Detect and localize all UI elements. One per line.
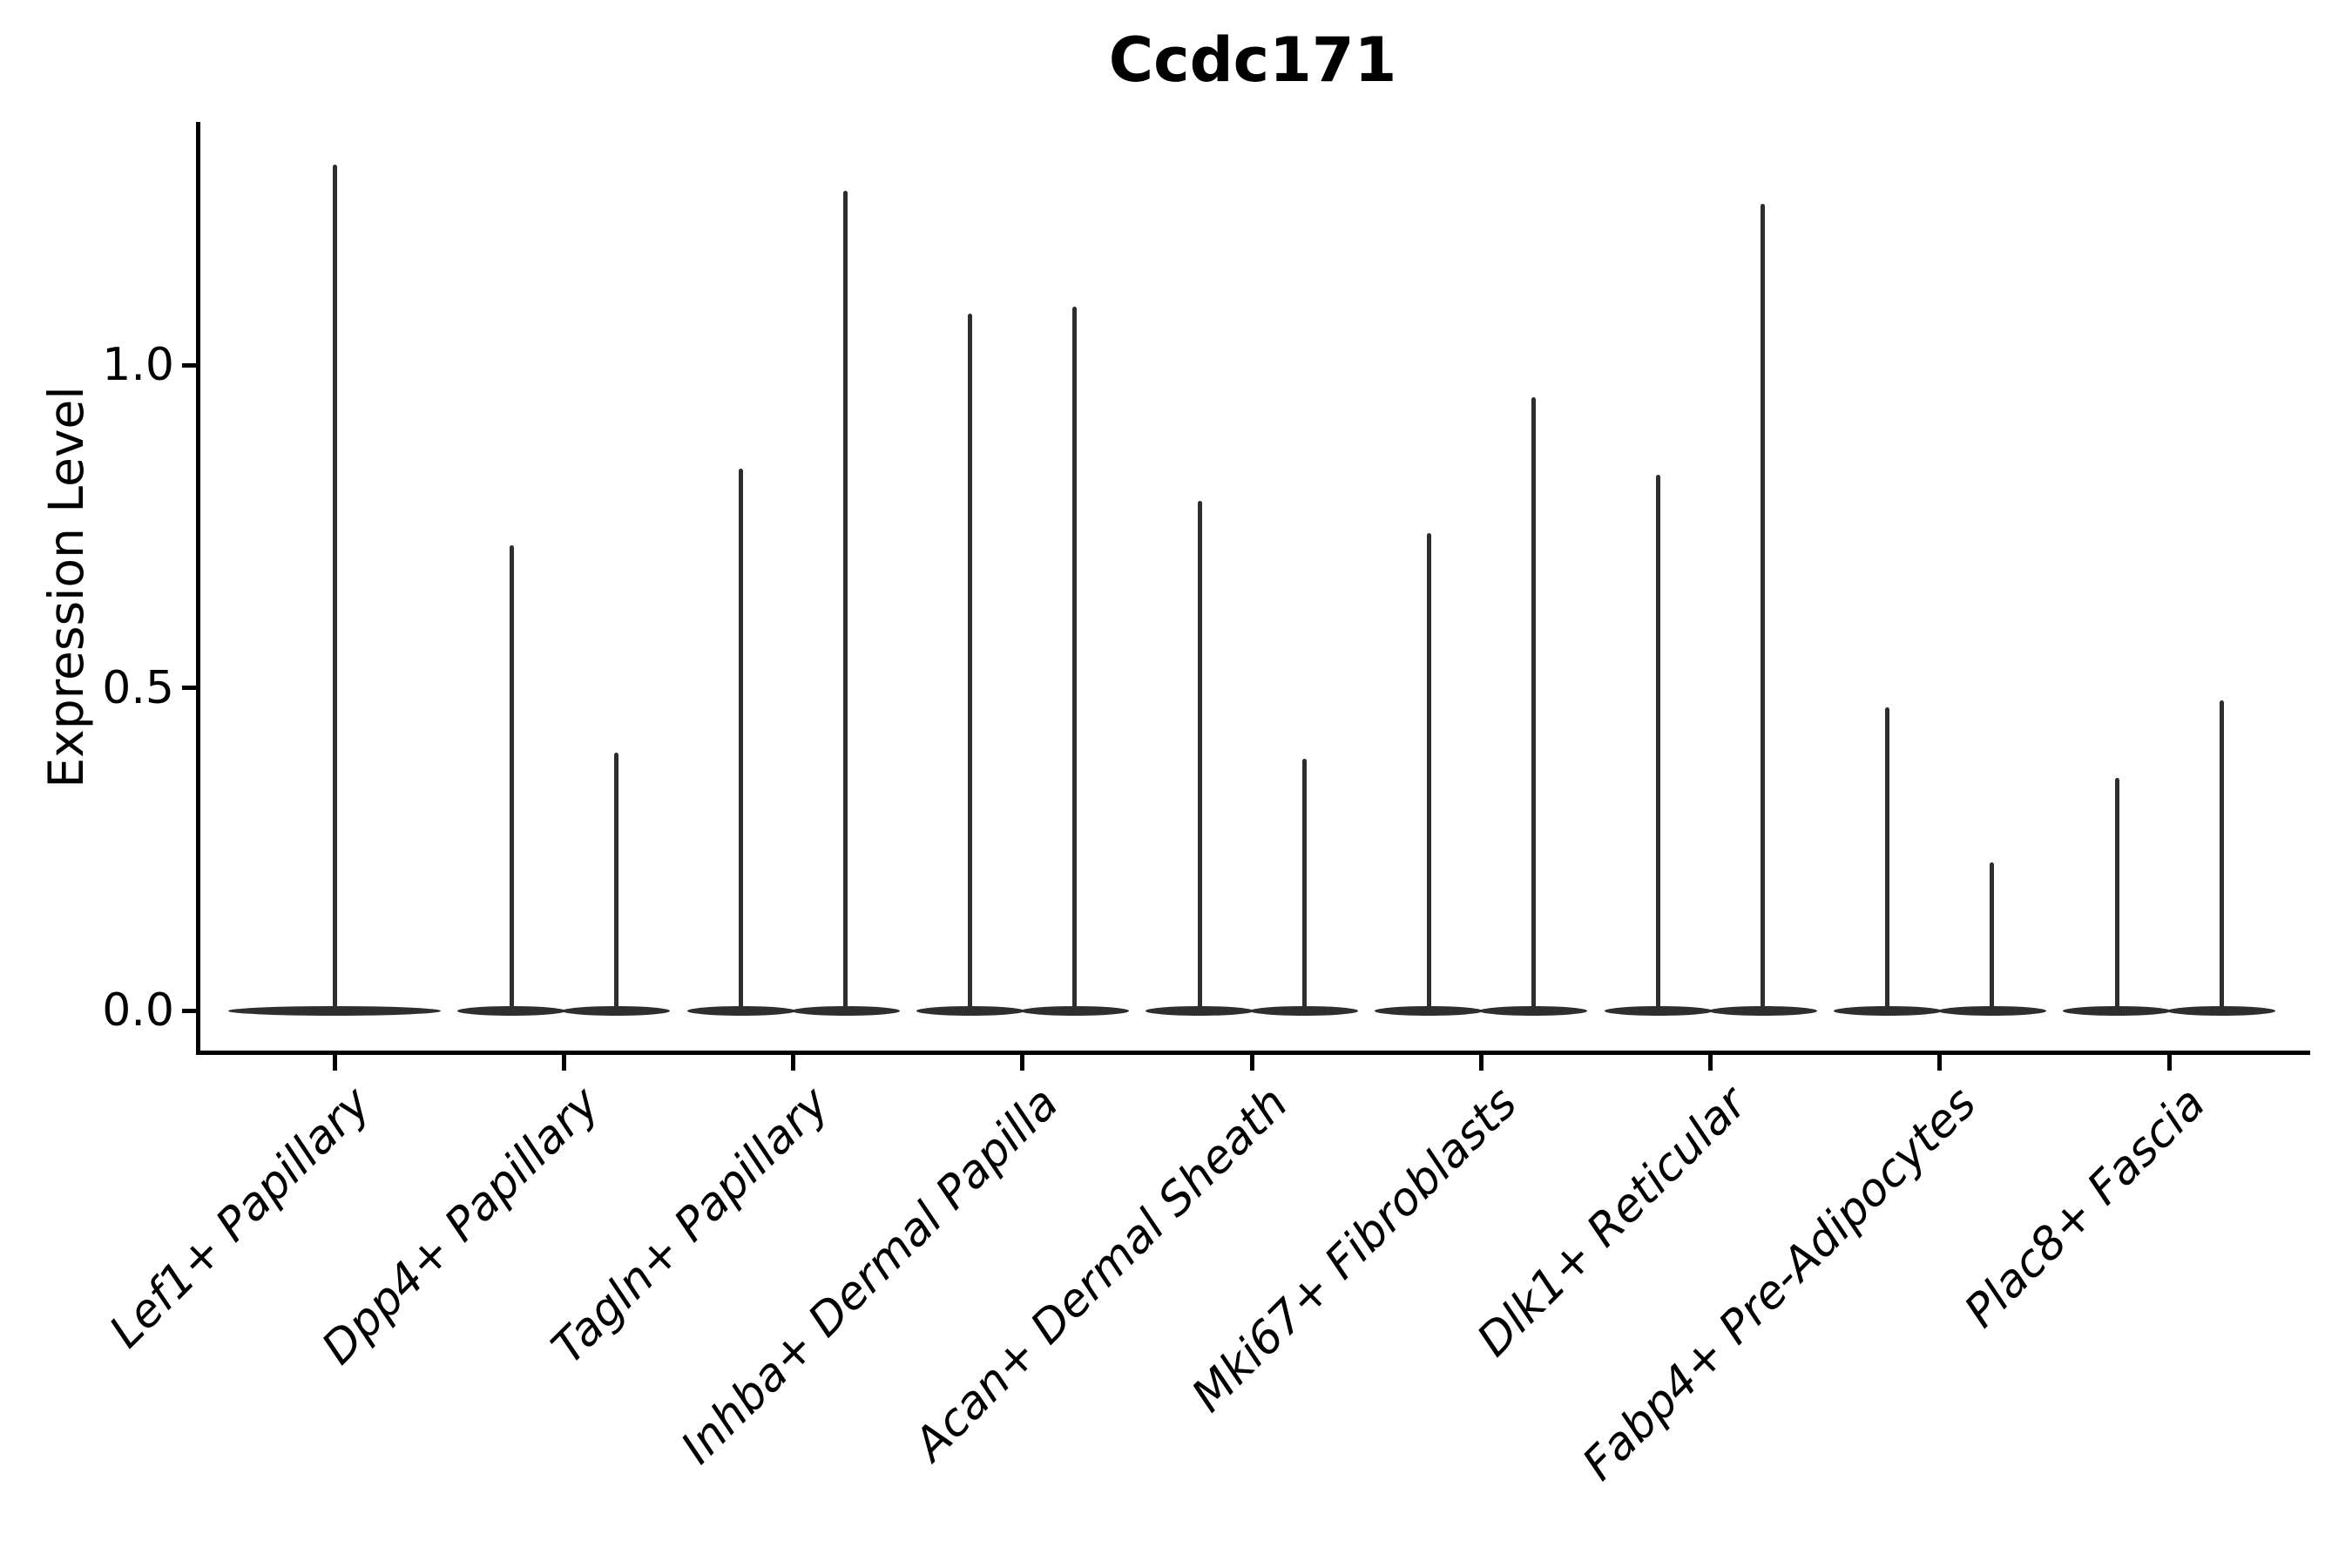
violin-base <box>916 1005 1024 1016</box>
x-tick-label: Acan+ Dermal Sheath <box>904 1077 1299 1471</box>
violin-base <box>228 1005 441 1016</box>
violin-spike <box>1301 759 1307 1013</box>
y-tick <box>182 1008 196 1013</box>
violin-base <box>1479 1005 1588 1016</box>
violin-spike <box>739 468 743 1013</box>
violin-spike <box>968 313 973 1013</box>
violin-base <box>1250 1005 1358 1016</box>
x-tick <box>1937 1055 1943 1071</box>
x-tick-label: Plac8+ Fascia <box>1954 1077 2216 1338</box>
x-axis-spine <box>196 1051 2310 1055</box>
x-tick <box>791 1055 795 1071</box>
violin-spike <box>1885 706 1890 1013</box>
violin-base <box>2167 1005 2275 1016</box>
violin-spike <box>1656 474 1660 1013</box>
violin-spike <box>509 545 514 1013</box>
x-tick <box>332 1055 337 1071</box>
violin-base <box>562 1005 671 1016</box>
x-tick <box>1708 1055 1713 1071</box>
x-tick <box>1249 1055 1254 1071</box>
y-axis-label: Expression Level <box>38 386 94 788</box>
violin-spike <box>1426 532 1431 1013</box>
violin-base <box>2063 1005 2171 1016</box>
x-tick <box>2166 1055 2172 1071</box>
violin-base <box>1375 1005 1484 1016</box>
violin-spike <box>1531 397 1536 1013</box>
violin-spike <box>1072 307 1078 1013</box>
violin-base <box>1708 1005 1817 1016</box>
violin-base <box>1146 1005 1254 1016</box>
violin-base <box>457 1005 566 1016</box>
x-tick <box>1020 1055 1025 1071</box>
violin-base <box>686 1005 795 1016</box>
x-tick <box>1478 1055 1484 1071</box>
y-tick-label: 0.5 <box>102 661 174 714</box>
y-tick-label: 1.0 <box>102 339 174 391</box>
x-tick-label: Fabp4+ Pre-Adipocytes <box>1572 1077 1986 1491</box>
violin-spike <box>2219 700 2224 1013</box>
y-tick <box>182 686 196 690</box>
y-axis-spine <box>196 122 200 1055</box>
x-tick <box>561 1055 566 1071</box>
violin-spike <box>1197 500 1202 1013</box>
violin-spike <box>1990 862 1995 1013</box>
violin-spike <box>613 752 618 1013</box>
y-tick <box>182 362 196 368</box>
violin-base <box>1833 1005 1942 1016</box>
violin-base <box>791 1005 900 1016</box>
x-tick-label: Inhba+ Dermal Papilla <box>671 1077 1069 1475</box>
violin-spike <box>2114 778 2119 1013</box>
violin-spike <box>332 165 337 1013</box>
chart-title: Ccdc171 <box>1108 24 1397 96</box>
violin-base <box>1604 1005 1713 1016</box>
y-tick-label: 0.0 <box>102 984 174 1037</box>
violin-spike <box>843 190 848 1013</box>
violin-base <box>1937 1005 2046 1016</box>
violin-spike <box>1761 203 1765 1013</box>
violin-base <box>1020 1005 1129 1016</box>
